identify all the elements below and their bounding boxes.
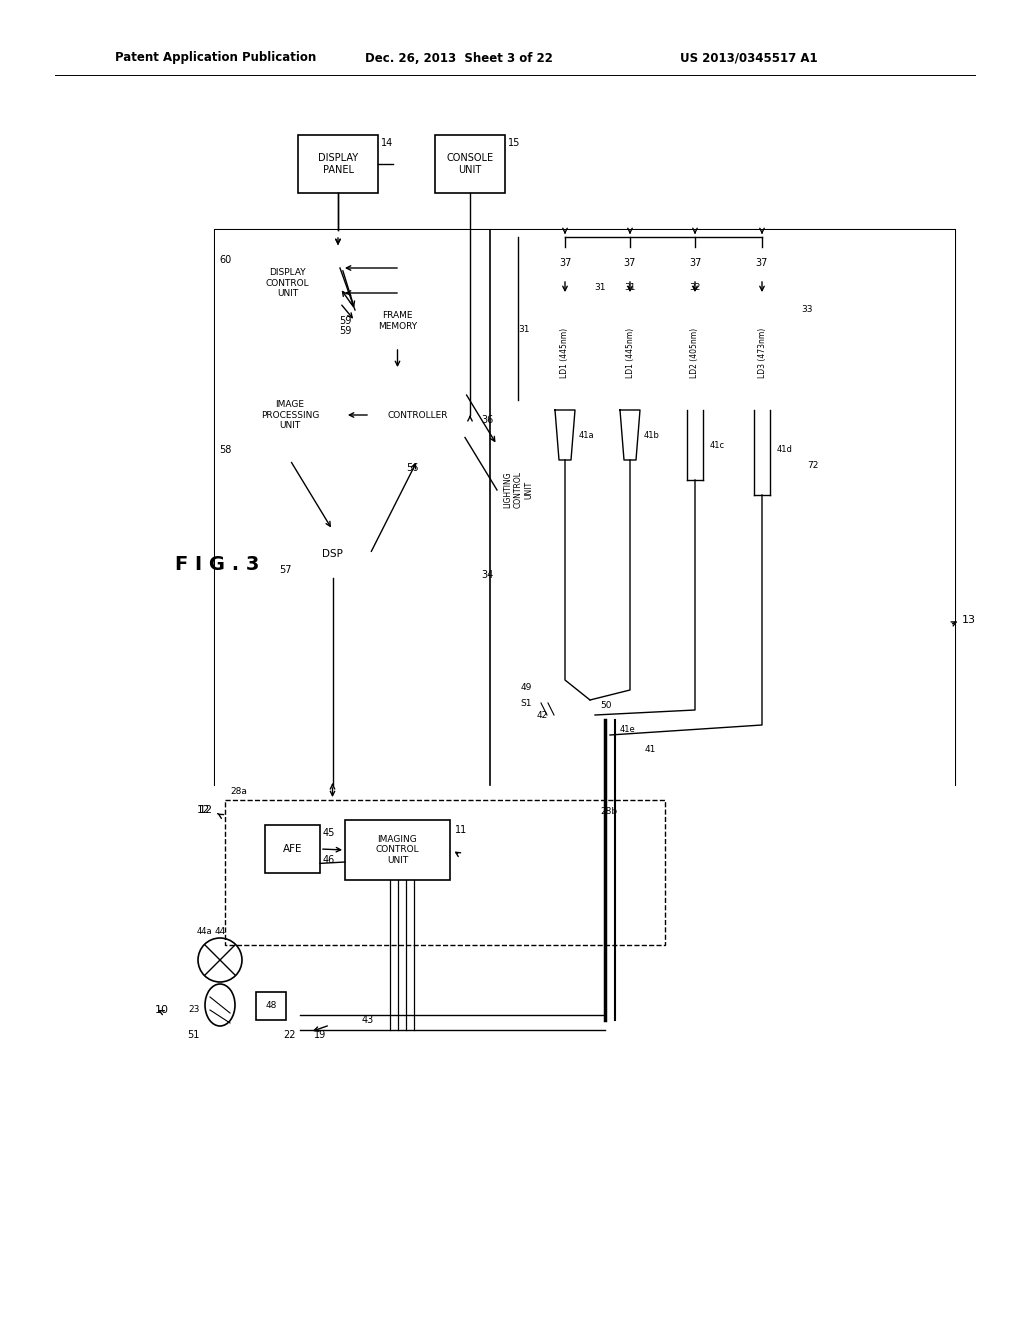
Text: AFE: AFE xyxy=(283,843,302,854)
Text: 48: 48 xyxy=(265,1002,276,1011)
Text: 12: 12 xyxy=(199,805,213,814)
Bar xyxy=(370,370,465,459)
Text: 14: 14 xyxy=(381,139,393,148)
Text: 41e: 41e xyxy=(620,726,636,734)
Text: 50: 50 xyxy=(600,701,611,710)
Text: 11: 11 xyxy=(455,825,467,836)
Text: 41d: 41d xyxy=(777,446,793,454)
Text: 51: 51 xyxy=(187,1030,200,1040)
Text: LD2 (405nm): LD2 (405nm) xyxy=(690,327,699,378)
Bar xyxy=(668,294,722,411)
Text: 59: 59 xyxy=(340,315,352,326)
Text: 13: 13 xyxy=(962,615,976,624)
Text: 12: 12 xyxy=(197,805,210,814)
Bar xyxy=(225,800,665,945)
Text: 23: 23 xyxy=(188,1006,200,1015)
Text: 37: 37 xyxy=(756,257,768,268)
Text: S1: S1 xyxy=(520,698,532,708)
Bar xyxy=(735,294,790,411)
Text: 37: 37 xyxy=(689,257,701,268)
Text: IMAGE
PROCESSING
UNIT: IMAGE PROCESSING UNIT xyxy=(261,400,319,430)
Text: LIGHTING
CONTROL
UNIT: LIGHTING CONTROL UNIT xyxy=(503,471,532,508)
Text: DSP: DSP xyxy=(323,549,343,558)
Bar xyxy=(603,294,657,411)
Text: 15: 15 xyxy=(508,139,520,148)
Text: 42: 42 xyxy=(537,711,548,721)
Text: 34: 34 xyxy=(481,570,494,579)
Text: 57: 57 xyxy=(280,565,292,576)
Text: FRAME
MEMORY: FRAME MEMORY xyxy=(378,312,417,331)
Bar xyxy=(543,247,587,279)
Text: 44: 44 xyxy=(214,928,225,936)
Bar xyxy=(295,531,370,578)
Text: Dec. 26, 2013  Sheet 3 of 22: Dec. 26, 2013 Sheet 3 of 22 xyxy=(365,51,553,65)
Text: DISPLAY
CONTROL
UNIT: DISPLAY CONTROL UNIT xyxy=(265,268,309,298)
Text: DISPLAY
PANEL: DISPLAY PANEL xyxy=(317,153,358,174)
Text: 36: 36 xyxy=(481,414,494,425)
Text: 58: 58 xyxy=(219,445,232,455)
Bar xyxy=(435,135,505,193)
Bar xyxy=(215,230,955,785)
Bar xyxy=(298,135,378,193)
Text: 59: 59 xyxy=(340,326,352,337)
Text: 56: 56 xyxy=(407,463,419,473)
Text: 37: 37 xyxy=(559,257,571,268)
Text: 41c: 41c xyxy=(710,441,725,450)
Text: 31: 31 xyxy=(594,282,605,292)
Bar xyxy=(673,247,717,279)
Text: IMAGING
CONTROL
UNIT: IMAGING CONTROL UNIT xyxy=(376,836,419,865)
Text: CONSOLE
UNIT: CONSOLE UNIT xyxy=(446,153,494,174)
Bar xyxy=(538,294,592,411)
Bar xyxy=(740,247,784,279)
Text: 33: 33 xyxy=(801,305,812,314)
Bar xyxy=(580,729,605,768)
Text: 41: 41 xyxy=(645,746,656,755)
Bar xyxy=(551,718,646,777)
Text: 49: 49 xyxy=(520,682,532,692)
Bar xyxy=(608,247,652,279)
Text: 44a: 44a xyxy=(197,928,212,936)
Text: F I G . 3: F I G . 3 xyxy=(175,556,259,574)
Bar xyxy=(500,235,945,579)
Bar xyxy=(234,370,345,459)
Text: 37: 37 xyxy=(624,257,636,268)
Text: 32: 32 xyxy=(689,282,700,292)
Text: 41a: 41a xyxy=(579,430,595,440)
Bar xyxy=(256,993,286,1020)
Text: US 2013/0345517 A1: US 2013/0345517 A1 xyxy=(680,51,817,65)
Text: LD3 (473nm): LD3 (473nm) xyxy=(758,327,767,378)
Text: 31: 31 xyxy=(518,326,530,334)
Bar xyxy=(345,820,450,880)
Text: 19: 19 xyxy=(314,1030,326,1040)
Text: 41b: 41b xyxy=(644,430,659,440)
Text: LD1 (445nm): LD1 (445nm) xyxy=(626,327,635,378)
Text: 28b: 28b xyxy=(600,808,617,817)
Text: 10: 10 xyxy=(155,1005,169,1015)
Bar xyxy=(234,248,340,318)
Text: 22: 22 xyxy=(284,1030,296,1040)
Bar xyxy=(497,400,539,579)
Text: 45: 45 xyxy=(323,828,336,838)
Text: 60: 60 xyxy=(220,255,232,265)
Bar xyxy=(215,230,955,810)
Text: 72: 72 xyxy=(807,461,818,470)
Text: LD1 (445nm): LD1 (445nm) xyxy=(560,327,569,378)
Bar xyxy=(535,696,563,723)
Text: 43: 43 xyxy=(361,1015,374,1026)
Bar xyxy=(265,825,319,873)
Bar xyxy=(355,294,440,347)
Text: 46: 46 xyxy=(323,855,335,865)
Text: 28a: 28a xyxy=(230,788,247,796)
Bar xyxy=(580,729,605,768)
Text: CONTROLLER: CONTROLLER xyxy=(387,411,447,420)
Text: 31: 31 xyxy=(625,282,636,292)
Text: Patent Application Publication: Patent Application Publication xyxy=(115,51,316,65)
